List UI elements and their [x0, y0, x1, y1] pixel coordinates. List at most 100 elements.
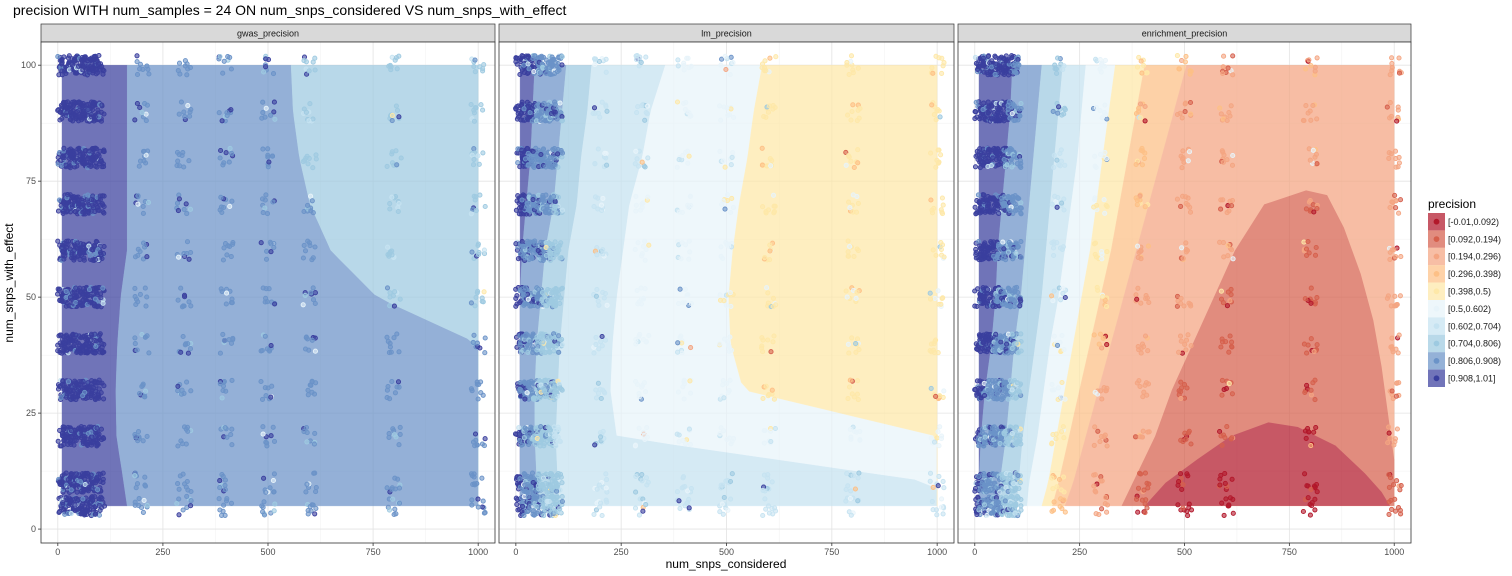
- sample-point: [982, 240, 988, 246]
- sample-point: [472, 197, 478, 203]
- sample-point: [518, 442, 525, 448]
- sample-point: [928, 385, 934, 391]
- sample-point: [185, 428, 191, 434]
- sample-point: [223, 301, 229, 307]
- sample-point: [268, 433, 274, 439]
- sample-point: [95, 62, 102, 68]
- sample-point: [303, 334, 309, 340]
- sample-point: [977, 146, 983, 152]
- sample-point: [640, 508, 646, 514]
- sample-point: [302, 248, 309, 254]
- sample-point: [67, 209, 74, 215]
- sample-point: [596, 302, 602, 308]
- sample-point: [272, 501, 278, 507]
- sample-point: [59, 61, 65, 67]
- sample-point: [517, 387, 523, 393]
- sample-point: [639, 204, 645, 210]
- sample-point: [138, 504, 145, 511]
- sample-point: [727, 377, 733, 383]
- facet-strip-label: gwas_precision: [237, 29, 299, 39]
- sample-point: [850, 209, 856, 215]
- sample-point: [527, 339, 533, 345]
- sample-point: [392, 289, 398, 295]
- sample-point: [55, 342, 61, 348]
- sample-point: [309, 337, 315, 343]
- sample-point: [482, 335, 488, 341]
- sample-point: [475, 288, 481, 294]
- sample-point: [527, 110, 533, 116]
- sample-point: [767, 248, 773, 254]
- sample-point: [144, 433, 150, 439]
- sample-point: [56, 509, 62, 516]
- sample-point: [68, 511, 74, 517]
- sample-point: [972, 303, 978, 309]
- sample-point: [681, 62, 687, 69]
- sample-point: [846, 350, 852, 356]
- sample-point: [63, 162, 69, 168]
- sample-point: [770, 339, 776, 345]
- sample-point: [188, 106, 194, 113]
- sample-point: [687, 441, 693, 447]
- sample-point: [97, 148, 103, 154]
- sample-point: [263, 295, 269, 301]
- sample-point: [132, 294, 138, 300]
- sample-point: [760, 487, 766, 493]
- sample-point: [540, 339, 546, 345]
- sample-point: [471, 118, 477, 124]
- sample-point: [769, 479, 775, 485]
- sample-point: [221, 58, 227, 64]
- sample-point: [263, 256, 270, 262]
- sample-point: [135, 429, 142, 435]
- sample-point: [304, 481, 310, 487]
- sample-point: [260, 146, 266, 152]
- sample-point: [183, 201, 189, 207]
- sample-point: [143, 388, 149, 394]
- sample-point: [220, 257, 226, 263]
- sample-point: [188, 503, 194, 509]
- sample-point: [66, 303, 72, 309]
- sample-point: [590, 110, 596, 117]
- sample-point: [928, 197, 934, 203]
- sample-point: [765, 300, 771, 306]
- sample-point: [176, 60, 183, 66]
- sample-point: [674, 431, 680, 437]
- sample-point: [674, 489, 680, 495]
- sample-point: [468, 211, 474, 217]
- sample-point: [849, 108, 855, 115]
- sample-point: [397, 424, 403, 430]
- sample-point: [772, 425, 778, 432]
- sample-point: [770, 192, 777, 198]
- sample-point: [770, 295, 776, 301]
- sample-point: [850, 473, 856, 479]
- sample-point: [844, 294, 850, 300]
- sample-point: [187, 206, 194, 212]
- sample-point: [74, 506, 81, 513]
- sample-point: [142, 244, 148, 250]
- sample-point: [557, 255, 563, 261]
- sample-point: [935, 288, 941, 294]
- sample-point: [181, 292, 188, 298]
- sample-point: [843, 162, 849, 168]
- sample-point: [75, 63, 82, 69]
- sample-point: [930, 247, 936, 253]
- sample-point: [523, 488, 529, 494]
- sample-point: [533, 441, 539, 448]
- sample-point: [312, 67, 318, 73]
- sample-point: [308, 208, 314, 214]
- sample-point: [675, 63, 681, 69]
- sample-point: [688, 390, 694, 396]
- sample-point: [675, 389, 681, 395]
- sample-point: [187, 65, 193, 71]
- sample-point: [140, 66, 146, 72]
- sample-point: [761, 440, 767, 446]
- sample-point: [559, 207, 566, 213]
- sample-point: [220, 162, 226, 168]
- sample-point: [312, 430, 318, 436]
- sample-point: [530, 350, 536, 356]
- sample-point: [551, 392, 557, 398]
- sample-point: [532, 53, 538, 59]
- sample-point: [972, 54, 978, 60]
- sample-point: [188, 303, 194, 309]
- sample-point: [269, 153, 276, 159]
